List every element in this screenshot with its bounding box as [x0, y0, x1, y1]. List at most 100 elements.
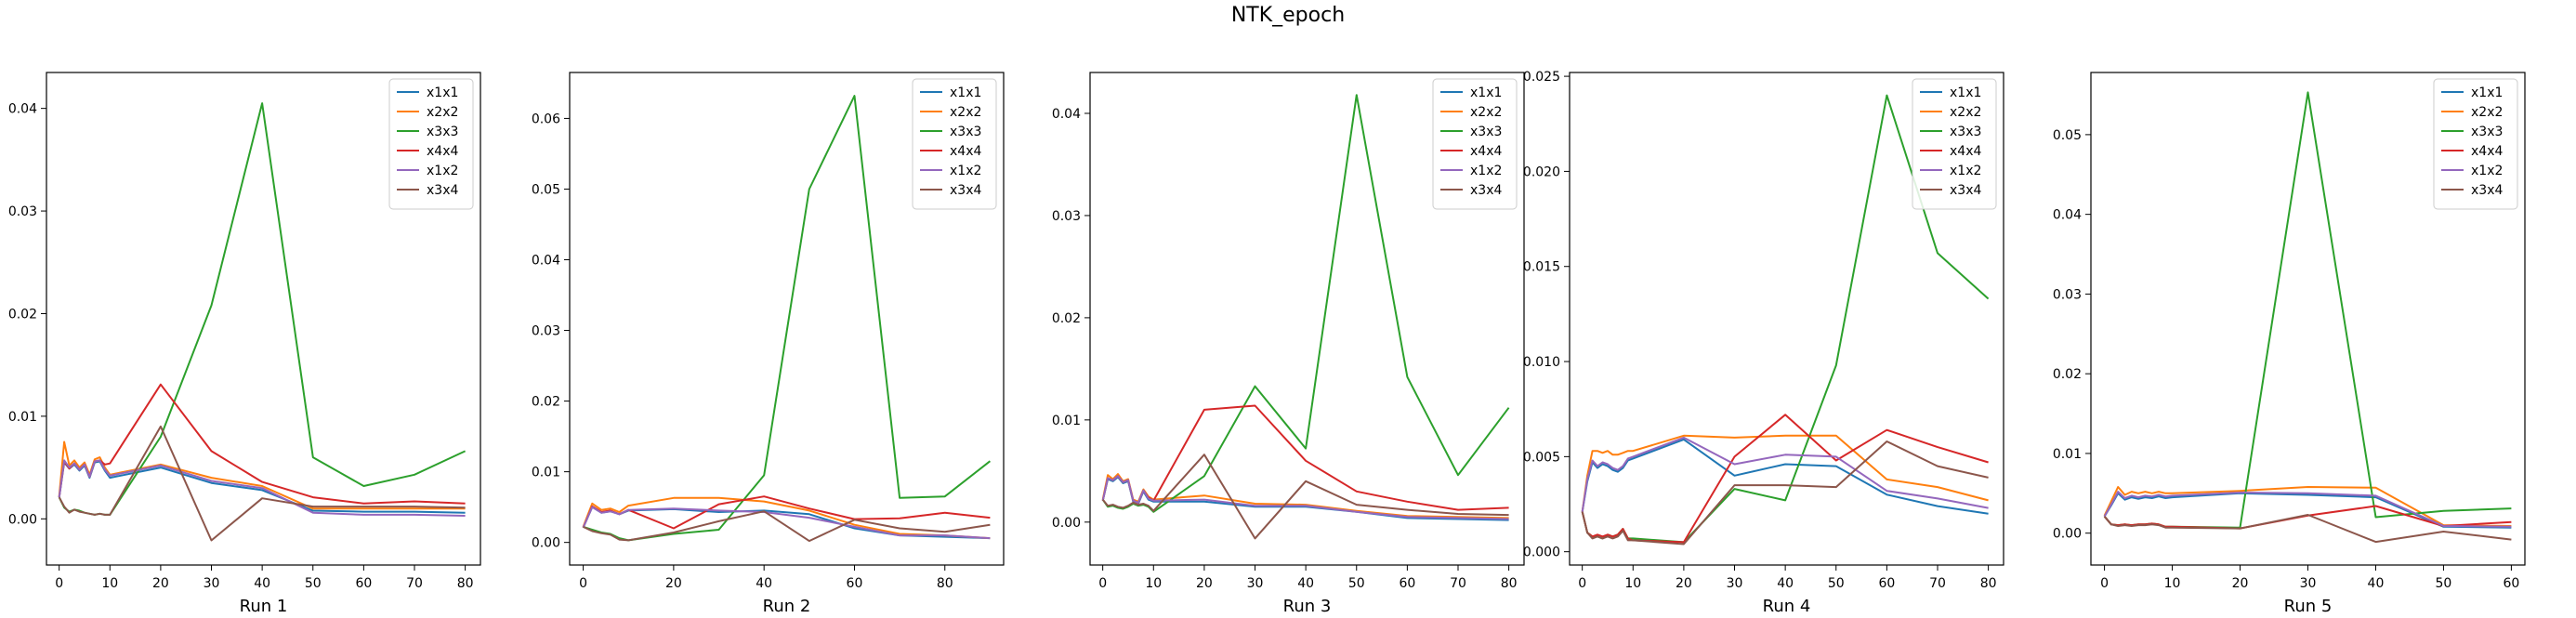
y-tick-label: 0.00	[532, 536, 560, 551]
x-tick-label: 80	[1501, 576, 1518, 591]
y-tick-label: 0.01	[1052, 414, 1081, 428]
series-line-x3x4	[2103, 514, 2512, 544]
y-tick-label: 0.01	[2053, 447, 2082, 462]
x-tick-label: 0	[1098, 576, 1107, 591]
x-axis-label: Run 2	[763, 597, 811, 616]
axes-frame	[1569, 72, 2004, 566]
y-tick-label: 0.05	[2053, 128, 2082, 143]
series-line-x4x4	[1581, 414, 1989, 544]
legend-label: x4x4	[427, 144, 458, 159]
legend-label: x1x2	[1470, 164, 1502, 178]
series-line-x3x4	[1581, 440, 1989, 546]
legend-label: x1x2	[2471, 164, 2503, 178]
y-tick-label: 0.00	[2053, 527, 2082, 542]
x-tick-label: 0	[579, 576, 587, 591]
x-axis-label: Run 1	[240, 597, 288, 616]
chart-panel-4: 0 10 20 30 40 50 60 70 80 0.000 0.005 0.010 0.015 0.0…	[1523, 70, 2004, 616]
legend-label: x1x2	[1950, 164, 1981, 178]
y-tick-label: 0.02	[1052, 311, 1081, 326]
axes-frame	[1089, 72, 1525, 566]
y-tick-label: 0.02	[532, 395, 560, 410]
y-tick-label: 0.025	[1523, 70, 1560, 85]
y-tick-label: 0.04	[532, 254, 560, 269]
x-tick-label: 60	[1399, 576, 1415, 591]
legend-label: x3x4	[950, 183, 981, 198]
y-tick-label: 0.03	[2053, 287, 2082, 302]
series-line-x4x4	[2103, 505, 2512, 530]
x-tick-label: 40	[1777, 576, 1794, 591]
x-tick-label: 40	[756, 576, 772, 591]
x-tick-label: 50	[1828, 576, 1845, 591]
y-tick-label: 0.00	[8, 512, 37, 527]
y-tick-label: 0.06	[532, 112, 560, 126]
legend-label: x3x4	[2471, 183, 2503, 198]
y-tick-label: 0.010	[1523, 355, 1560, 370]
chart-panel-3: 0 10 20 30 40 50 60 70 80 0.00 0.01 0.02 0.03 0.04 Run…	[1052, 72, 1525, 616]
y-tick-label: 0.000	[1523, 546, 1560, 560]
y-tick-label: 0.020	[1523, 164, 1560, 179]
x-tick-label: 80	[457, 576, 474, 591]
x-tick-label: 20	[1676, 576, 1692, 591]
series-line-x3x3	[1101, 94, 1510, 513]
series-line-x2x2	[1581, 434, 1989, 512]
legend-label: x1x1	[1470, 85, 1502, 100]
axes-frame	[569, 72, 1005, 566]
legend-label: x3x4	[1470, 183, 1502, 198]
legend-label: x2x2	[1950, 105, 1981, 120]
x-tick-label: 10	[2164, 576, 2181, 591]
x-tick-label: 70	[406, 576, 423, 591]
x-tick-label: 50	[305, 576, 322, 591]
legend-label: x4x4	[1470, 144, 1502, 159]
legend-label: x2x2	[2471, 105, 2503, 120]
legend-label: x3x4	[1950, 183, 1981, 198]
x-tick-label: 60	[1878, 576, 1895, 591]
legend-label: x2x2	[1470, 105, 1502, 120]
series-line-x2x2	[2103, 486, 2512, 527]
legend-label: x3x3	[427, 125, 458, 139]
x-tick-label: 20	[1196, 576, 1213, 591]
x-tick-label: 60	[355, 576, 372, 591]
series-line-x1x2	[582, 506, 991, 540]
x-tick-label: 40	[1297, 576, 1314, 591]
series-line-x2x2	[582, 496, 991, 540]
x-tick-label: 20	[665, 576, 682, 591]
y-tick-label: 0.04	[2053, 208, 2082, 223]
x-tick-label: 30	[1727, 576, 1743, 591]
series-line-x1x1	[1581, 438, 1989, 515]
x-tick-label: 0	[55, 576, 63, 591]
figure-title: NTK_epoch	[1230, 4, 1346, 27]
legend-label: x1x2	[950, 164, 981, 178]
x-tick-label: 0	[1578, 576, 1586, 591]
y-tick-label: 0.05	[532, 182, 560, 197]
x-tick-label: 70	[1929, 576, 1946, 591]
y-tick-label: 0.015	[1523, 260, 1560, 275]
x-tick-label: 0	[2100, 576, 2109, 591]
legend-label: x2x2	[427, 105, 458, 120]
y-tick-label: 0.01	[8, 410, 37, 425]
y-tick-label: 0.04	[1052, 107, 1081, 122]
x-tick-label: 50	[1348, 576, 1365, 591]
x-tick-label: 10	[101, 576, 118, 591]
series-line-x1x1	[2103, 492, 2512, 529]
y-tick-label: 0.03	[8, 204, 37, 219]
y-tick-label: 0.03	[1052, 209, 1081, 224]
chart-panel-2: 0 20 40 60 80 0.00 0.01 0.02 0.03 0.04 0.05 0.06 Run…	[532, 72, 1005, 616]
x-tick-label: 70	[1450, 576, 1466, 591]
x-tick-label: 20	[152, 576, 169, 591]
legend-label: x3x3	[1950, 125, 1981, 139]
x-tick-label: 10	[1624, 576, 1641, 591]
series-line-x4x4	[1101, 404, 1509, 511]
legend-label: x4x4	[2471, 144, 2503, 159]
x-axis-label: Run 5	[2284, 597, 2333, 616]
series-line-x3x4	[583, 510, 991, 543]
axes-frame	[46, 72, 481, 566]
legend-label: x1x1	[950, 85, 981, 100]
legend-label: x3x3	[950, 125, 981, 139]
y-tick-label: 0.04	[8, 102, 37, 117]
x-tick-label: 80	[1980, 576, 1997, 591]
y-tick-label: 0.02	[2053, 367, 2082, 382]
x-tick-label: 80	[937, 576, 953, 591]
chart-panel-5: 0 10 20 30 40 50 60 0.00 0.01 0.02 0.03 0.04 0.05 Run…	[2053, 72, 2526, 616]
y-tick-label: 0.005	[1523, 450, 1560, 465]
legend-label: x2x2	[950, 105, 981, 120]
